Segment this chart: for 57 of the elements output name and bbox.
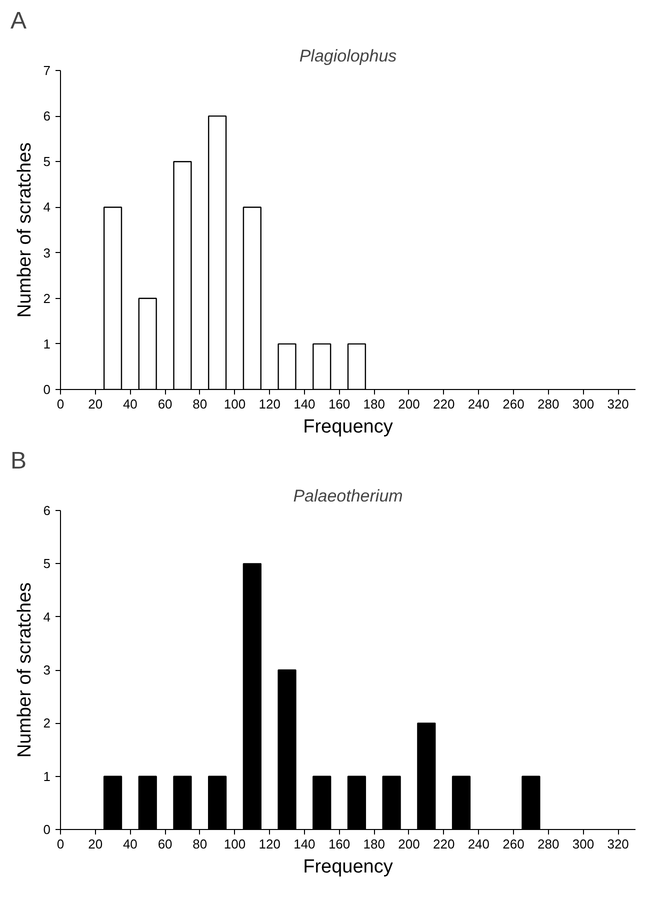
x-axis-title: Frequency (303, 416, 394, 438)
text: A (10, 8, 27, 34)
y-tick-label: 1 (43, 336, 51, 352)
y-tick-label: 3 (43, 245, 51, 260)
chart-title: Plagiolophus (299, 46, 398, 66)
x-tick-label: 320 (607, 396, 629, 412)
text: B (10, 448, 27, 474)
x-tick-label: 300 (572, 836, 594, 852)
x-tick-label: 200 (398, 396, 420, 412)
x-tick-label: 260 (502, 836, 524, 852)
x-axis-title: Frequency (303, 856, 394, 878)
y-tick-label: 2 (43, 716, 51, 731)
x-tick-label: 120 (258, 396, 280, 412)
y-tick-label: 4 (43, 200, 51, 215)
x-tick-label: 220 (432, 836, 455, 852)
x-tick-label: 0 (56, 396, 64, 412)
y-tick-label: 5 (43, 556, 51, 572)
y-tick-label: 5 (43, 154, 51, 170)
x-tick-label: 20 (88, 836, 103, 852)
x-tick-label: 140 (294, 396, 316, 412)
y-axis-title: Number of scratches (14, 142, 36, 318)
y-tick-label: 7 (43, 63, 51, 78)
x-tick-label: 40 (122, 396, 138, 412)
x-tick-label: 100 (224, 396, 246, 412)
y-tick-label: 0 (43, 382, 51, 397)
y-tick-label: 6 (43, 503, 51, 518)
x-tick-label: 200 (398, 836, 420, 852)
x-tick-label: 80 (192, 836, 208, 852)
x-tick-label: 240 (468, 396, 490, 412)
x-tick-label: 60 (158, 396, 172, 412)
y-tick-label: 1 (43, 768, 51, 784)
x-tick-label: 280 (538, 396, 560, 412)
x-tick-label: 20 (88, 396, 103, 412)
y-tick-label: 4 (43, 609, 51, 624)
x-tick-label: 320 (607, 836, 629, 852)
x-tick-label: 280 (538, 836, 560, 852)
x-tick-label: 100 (224, 836, 246, 852)
x-tick-label: 160 (328, 836, 350, 852)
y-axis-title: Number of scratches (14, 582, 36, 758)
y-tick-label: 2 (43, 290, 51, 306)
y-tick-label: 0 (43, 822, 51, 837)
x-tick-label: 80 (192, 396, 208, 412)
chart-title: Palaeotherium (293, 486, 403, 506)
x-tick-label: 240 (468, 836, 490, 852)
x-tick-label: 180 (363, 836, 385, 852)
y-tick-label: 3 (43, 662, 51, 678)
x-tick-label: 40 (122, 836, 138, 852)
x-tick-label: 140 (294, 836, 316, 852)
x-tick-label: 300 (572, 396, 594, 412)
x-tick-label: 120 (258, 836, 280, 852)
y-tick-label: 6 (43, 108, 51, 124)
x-tick-label: 0 (56, 836, 64, 852)
x-tick-label: 160 (328, 396, 350, 412)
x-tick-label: 220 (432, 396, 455, 412)
x-tick-label: 260 (502, 396, 524, 412)
x-tick-label: 180 (363, 396, 385, 412)
x-tick-label: 60 (158, 836, 172, 852)
